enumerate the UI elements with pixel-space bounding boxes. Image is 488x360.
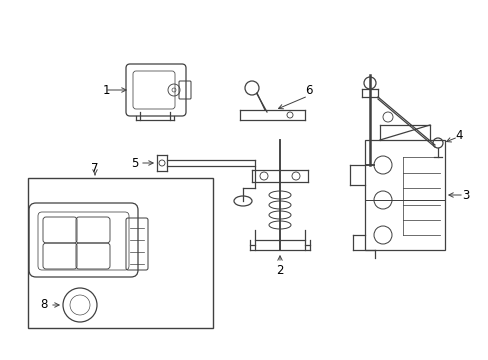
Bar — [364, 140, 444, 250]
Bar — [28, 178, 213, 328]
Text: 3: 3 — [461, 189, 468, 202]
Text: 7: 7 — [91, 162, 99, 175]
Text: 4: 4 — [454, 129, 462, 141]
Text: 8: 8 — [41, 298, 48, 311]
Text: 2: 2 — [276, 264, 283, 276]
Text: 5: 5 — [130, 157, 138, 170]
Text: 6: 6 — [305, 84, 312, 96]
Text: 1: 1 — [102, 84, 110, 96]
